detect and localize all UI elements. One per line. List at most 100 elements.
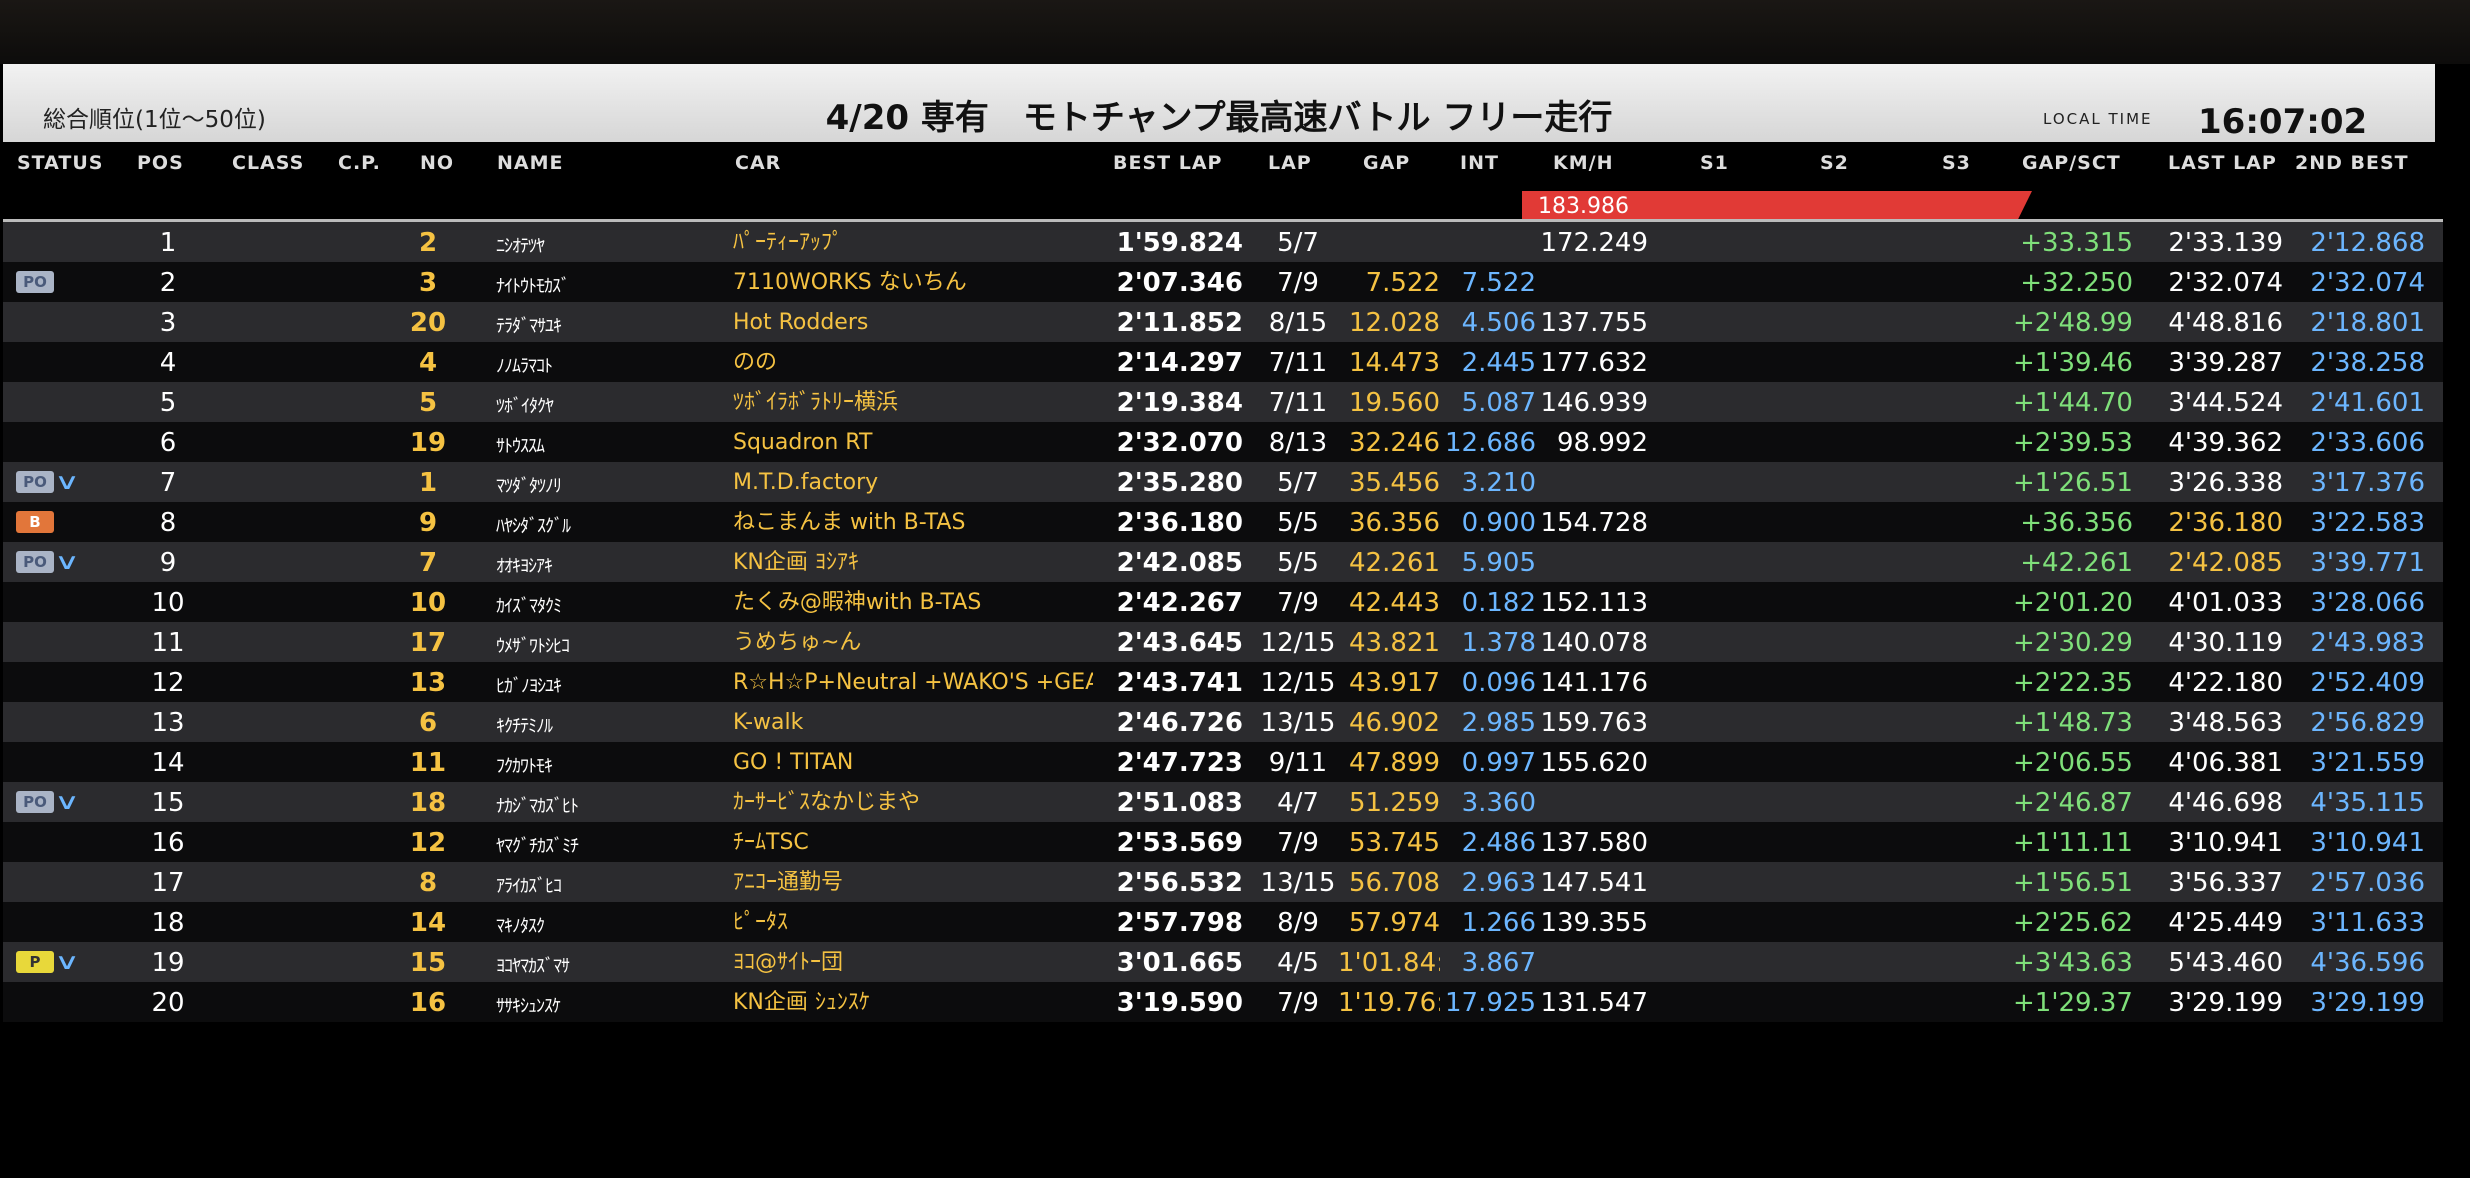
car-name-cell: ﾋﾟｰﾀｽ [733,910,789,935]
gap-sector-cell: +2'30.29: [2013,628,2133,658]
driver-name-cell: ﾅｲﾄｳﾄﾓｶｽﾞ [496,276,570,297]
last-lap-cell: 2'33.139 [2168,228,2283,258]
speed-cell: 177.632 [1540,348,1648,378]
second-best-cell: 2'57.036 [2310,868,2425,898]
driver-name-cell: ｶｲｽﾞﾏﾀｸﾐ [496,596,562,617]
gap-cell: 51.259 [1349,788,1440,818]
gap-sector-cell: +2'22.35( [2013,668,2133,698]
driver-name-cell: ｵｵｷﾖｼｱｷ [496,556,553,577]
car-number-cell: 5 [418,388,438,418]
lap-count-cell: 7/9 [1277,988,1319,1018]
car-number-cell: 12 [409,828,447,858]
best-lap-cell: 2'53.569 [1116,828,1243,858]
lap-count-cell: 7/9 [1277,268,1319,298]
car-number-cell: 4 [418,348,438,378]
driver-name-cell: ﾃﾗﾀﾞﾏｻﾕｷ [496,316,562,337]
best-lap-cell: 2'47.723 [1116,748,1243,778]
gap-cell: 19.560 [1349,388,1440,418]
car-name-cell: ｱﾆｺｰ通勤号 [733,870,844,895]
interval-cell: 0.182 [1461,588,1536,618]
table-row: 6 19 ｻﾄｳｽｽﾑ Squadron RT 2'32.070 8/13 32.246 12… [3,422,2443,462]
status-badge: B [16,511,54,533]
speed-cell: 152.113 [1540,588,1648,618]
best-lap-cell: 2'11.852 [1116,308,1243,338]
status-badge: PO [16,271,54,293]
gap-cell: 1'19.76: [1338,988,1440,1018]
second-best-cell: 3'10.941 [2310,828,2425,858]
second-best-cell: 3'17.376 [2310,468,2425,498]
position-cell: 18 [151,908,185,938]
table-row: PO ∨ 7 1 ﾏﾂﾀﾞﾀﾂﾉﾘ M.T.D.factory 2'35.280 5/7 35.… [3,462,2443,502]
second-best-cell: 3'28.066 [2310,588,2425,618]
gap-cell: 43.821 [1349,628,1440,658]
speed-cell: 137.755 [1540,308,1648,338]
second-best-cell: 2'43.983 [2310,628,2425,658]
driver-name-cell: ｱﾗｲｶｽﾞﾋｺ [496,876,562,897]
driver-name-cell: ﾖｺﾔﾏｶｽﾞﾏｻ [496,956,570,977]
lap-count-cell: 4/5 [1277,948,1319,978]
gap-sector-cell: +33.315 [2020,228,2133,258]
car-name-cell: R☆H☆P+Neutral +WAKO'S +GEARS +UNL [733,670,1093,695]
car-number-cell: 3 [418,268,438,298]
table-row: 14 11 ﾌｸｶﾜﾄﾓｷ GO ! TITAN 2'47.723 9/11 47.899 0… [3,742,2443,782]
interval-cell: 3.360 [1461,788,1536,818]
gap-cell: 43.917 [1349,668,1440,698]
last-lap-cell: 3'39.287 [2168,348,2283,378]
monitor-bezel [0,0,2470,64]
lap-count-cell: 12/15 [1260,628,1336,658]
col-gap: GAP [1363,152,1411,174]
car-name-cell: 7110WORKS ないちん [733,270,967,295]
car-name-cell: KN企画 ﾖｼｱｷ [733,550,859,575]
second-best-cell: 2'18.801 [2310,308,2425,338]
car-number-cell: 10 [409,588,447,618]
best-lap-cell: 2'57.798 [1116,908,1243,938]
car-number-cell: 14 [409,908,447,938]
table-row: PO ∨ 15 18 ﾅｶｼﾞﾏｶｽﾞﾋﾄ ｶｰｻｰﾋﾞｽなかじまや 2'51.083 4/7… [3,782,2443,822]
car-name-cell: GO ! TITAN [733,750,854,775]
lap-count-cell: 13/15 [1260,868,1336,898]
gap-sector-cell: +32.250 [2020,268,2133,298]
speed-cell: 98.992 [1557,428,1648,458]
table-row: 16 12 ﾔﾏｸﾞﾁｶｽﾞﾐﾁ ﾁｰﾑTSC 2'53.569 7/9 53.745 2.4… [3,822,2443,862]
position-cell: 13 [151,708,185,738]
table-row: 12 13 ﾋｶﾞﾉﾖｼﾕｷ R☆H☆P+Neutral +WAKO'S +GEARS… [3,662,2443,702]
table-row: 3 20 ﾃﾗﾀﾞﾏｻﾕｷ Hot Rodders 2'11.852 8/15 12.028… [3,302,2443,342]
position-cell: 10 [151,588,185,618]
best-lap-cell: 2'14.297 [1116,348,1243,378]
best-lap-cell: 2'51.083 [1116,788,1243,818]
last-lap-cell: 2'36.180 [2168,508,2283,538]
gap-sector-cell: +2'25.62: [2013,908,2133,938]
gap-cell: 46.902 [1349,708,1440,738]
driver-name-cell: ｻｻｷｼｭﾝｽｹ [496,996,561,1017]
car-name-cell: ﾂﾎﾞｲﾗﾎﾞﾗﾄﾘｰ横浜 [733,390,899,415]
second-best-cell: 2'38.258 [2310,348,2425,378]
gap-cell: 56.708 [1349,868,1440,898]
driver-name-cell: ﾔﾏｸﾞﾁｶｽﾞﾐﾁ [496,836,579,857]
lap-count-cell: 7/11 [1268,388,1328,418]
table-row: PO 2 3 ﾅｲﾄｳﾄﾓｶｽﾞ 7110WORKS ないちん 2'07.346 7/9 7.… [3,262,2443,302]
second-best-cell: 3'21.559 [2310,748,2425,778]
top-speed-value: 183.986 [1538,194,1629,219]
driver-name-cell: ﾂﾎﾞｲﾀｸﾔ [496,396,554,417]
interval-cell: 1.266 [1461,908,1536,938]
position-cell: 7 [159,468,177,498]
col-no: NO [420,152,455,174]
driver-name-cell: ﾌｸｶﾜﾄﾓｷ [496,756,553,777]
speed-cell: 140.078 [1540,628,1648,658]
gap-sector-cell: +3'43.63( [2013,948,2133,978]
car-number-cell: 1 [418,468,438,498]
col-s2: S2 [1820,152,1849,174]
position-cell: 5 [159,388,177,418]
lap-count-cell: 8/15 [1268,308,1328,338]
last-lap-cell: 4'46.698 [2168,788,2283,818]
table-row: 18 14 ﾏｷﾉﾀｽｸ ﾋﾟｰﾀｽ 2'57.798 8/9 57.974 1.266 139… [3,902,2443,942]
car-name-cell: ｶｰｻｰﾋﾞｽなかじまや [733,790,921,815]
title-bar: 総合順位(1位～50位) 4/20 専有 モトチャンプ最高速バトル フリー走行 … [3,64,2435,142]
car-name-cell: うめちゅ~ん [733,630,862,655]
interval-cell: 2.486 [1461,828,1536,858]
lap-count-cell: 13/15 [1260,708,1336,738]
position-cell: 8 [159,508,177,538]
car-number-cell: 7 [418,548,438,578]
col-last-lap: LAST LAP [2168,152,2277,174]
lap-count-cell: 7/9 [1277,828,1319,858]
